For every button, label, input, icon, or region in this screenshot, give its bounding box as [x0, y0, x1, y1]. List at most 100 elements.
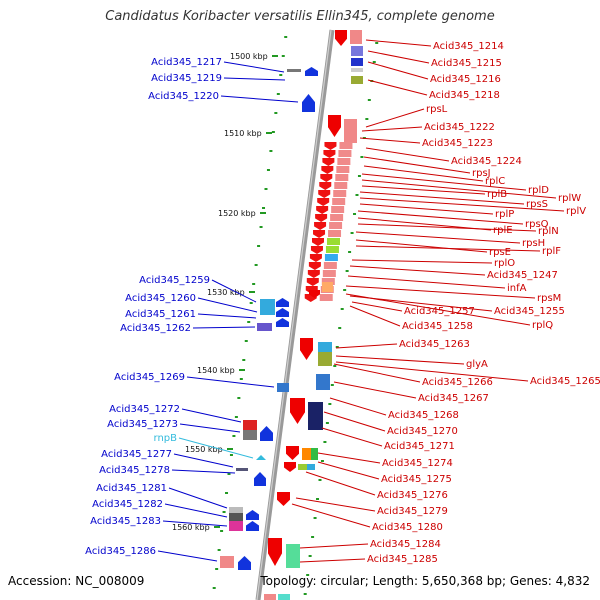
leader-line	[359, 191, 525, 205]
gene-block	[326, 238, 340, 245]
gene-arrow-reverse	[286, 446, 299, 460]
gene-arrow-reverse	[324, 142, 337, 150]
genome-backbone-highlight	[256, 29, 332, 600]
gene-separator	[335, 181, 349, 182]
minor-tick-right	[328, 403, 332, 405]
gene-arrow-reverse	[309, 290, 320, 298]
gene-block	[351, 46, 363, 56]
gene-block	[260, 299, 275, 315]
gene-block	[328, 230, 342, 237]
minor-tick-right	[306, 574, 310, 576]
gene-label: infA	[507, 283, 527, 294]
leader-line	[171, 469, 236, 474]
leader-line	[291, 503, 371, 528]
leader-line	[181, 408, 242, 423]
gene-block	[337, 158, 351, 165]
gene-separator	[337, 165, 351, 166]
minor-tick-left	[266, 169, 270, 171]
leader-line	[365, 108, 425, 128]
leader-line	[359, 197, 565, 212]
gene-arrow-forward	[254, 472, 266, 486]
leader-line	[355, 239, 488, 253]
gene-block	[318, 352, 332, 366]
gene-separator	[322, 277, 336, 278]
leader-line	[355, 231, 521, 244]
minor-tick-right	[345, 270, 349, 272]
gene-arrow-reverse	[290, 398, 305, 424]
gene-label: Acid345_1272	[109, 404, 180, 415]
minor-tick-left	[229, 454, 233, 456]
gene-block	[316, 374, 330, 390]
leader-line	[367, 50, 430, 64]
gene-block	[334, 182, 348, 189]
gene-separator	[329, 229, 343, 230]
gene-label: Acid345_1261	[125, 309, 196, 320]
rna-gene-glyph	[256, 455, 266, 460]
minor-tick-left	[217, 549, 221, 551]
gene-block	[351, 58, 363, 66]
leader-line	[363, 165, 484, 182]
leader-line	[335, 361, 529, 382]
minor-tick-right	[318, 479, 322, 481]
leader-line	[351, 301, 403, 312]
minor-tick-left	[271, 131, 275, 133]
gene-block	[264, 594, 276, 600]
gene-arrow-reverse	[313, 230, 326, 238]
gene-block	[338, 150, 352, 157]
minor-tick-left	[247, 321, 251, 323]
leader-line	[365, 147, 450, 162]
gene-label: rpsM	[537, 293, 561, 304]
minor-tick-left	[254, 264, 258, 266]
gene-label: rpsQ	[525, 219, 549, 230]
kbp-tick-label: 1530 kbp	[207, 288, 245, 297]
minor-tick-left	[252, 283, 256, 285]
leader-line	[157, 550, 218, 562]
minor-tick-left	[225, 492, 229, 494]
gene-label: Acid345_1262	[120, 323, 191, 334]
minor-tick-left	[234, 416, 238, 418]
gene-label: Acid345_1268	[388, 410, 459, 421]
gene-label: Acid345_1286	[85, 546, 156, 557]
minor-tick-right	[343, 289, 347, 291]
gene-arrow-reverse	[322, 158, 335, 166]
gene-label: Acid345_1279	[377, 506, 448, 517]
leader-line-layer	[157, 39, 565, 563]
gene-arrow-reverse	[319, 182, 332, 190]
gene-label: Acid345_1219	[151, 73, 222, 84]
gene-arrow-reverse	[309, 254, 322, 262]
minor-tick-left	[215, 568, 219, 570]
gene-arrow-reverse	[320, 174, 333, 182]
genome-backbone	[255, 29, 335, 600]
gene-separator	[325, 253, 339, 254]
minor-tick-left	[281, 55, 285, 57]
gene-label: Acid345_1270	[387, 426, 458, 437]
gene-block	[319, 294, 333, 301]
minor-tick-left	[220, 530, 224, 532]
minor-tick-right	[367, 99, 371, 101]
minor-tick-left	[264, 188, 268, 190]
leader-line	[349, 265, 486, 276]
tick-layer: 1500 kbp 1510 kbp 1520 kbp 1530 kbp 1540 kbp…	[172, 36, 379, 595]
leader-line	[359, 137, 421, 144]
leader-line	[329, 397, 387, 416]
gene-block	[350, 30, 362, 44]
gene-label: Acid345_1224	[451, 156, 522, 167]
minor-tick-right	[375, 42, 379, 44]
gene-block	[344, 119, 357, 143]
gene-label: Acid345_1283	[90, 516, 161, 527]
minor-tick-right	[335, 346, 339, 348]
minor-tick-left	[259, 226, 263, 228]
gene-block	[330, 214, 344, 221]
gene-separator	[334, 189, 348, 190]
gene-separator	[320, 293, 334, 294]
minor-tick-left	[279, 74, 283, 76]
gene-label: Acid345_1215	[431, 58, 502, 69]
kbp-tick-label: 1550 kbp	[185, 445, 223, 454]
gene-label: Acid345_1284	[370, 539, 441, 550]
minor-tick-right	[338, 327, 342, 329]
accession-text: Accession: NC_008009	[8, 574, 145, 588]
gene-separator	[333, 197, 347, 198]
leader-line	[361, 185, 486, 195]
gene-block	[311, 448, 318, 460]
